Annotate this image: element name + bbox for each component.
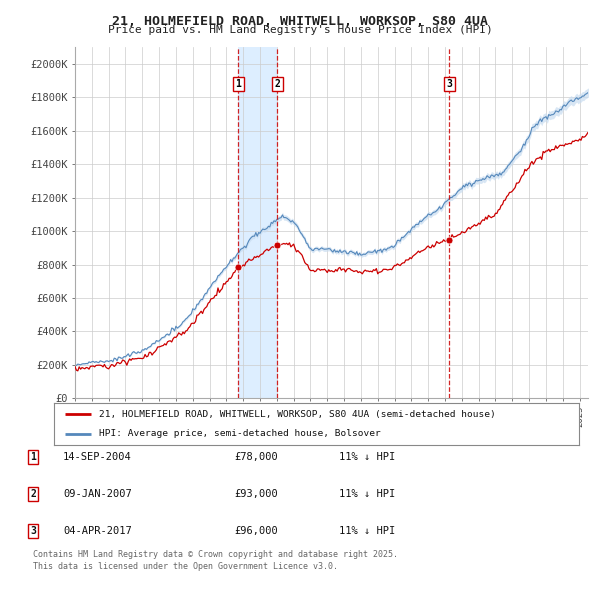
Text: £78,000: £78,000 [234,453,278,462]
Text: This data is licensed under the Open Government Licence v3.0.: This data is licensed under the Open Gov… [33,562,338,571]
Text: 09-JAN-2007: 09-JAN-2007 [63,489,132,499]
Text: 2: 2 [274,79,280,89]
Text: 04-APR-2017: 04-APR-2017 [63,526,132,536]
Text: 11% ↓ HPI: 11% ↓ HPI [339,526,395,536]
Text: 14-SEP-2004: 14-SEP-2004 [63,453,132,462]
Text: 11% ↓ HPI: 11% ↓ HPI [339,489,395,499]
Text: 1: 1 [235,79,241,89]
Text: 21, HOLMEFIELD ROAD, WHITWELL, WORKSOP, S80 4UA: 21, HOLMEFIELD ROAD, WHITWELL, WORKSOP, … [112,15,488,28]
Text: Price paid vs. HM Land Registry's House Price Index (HPI): Price paid vs. HM Land Registry's House … [107,25,493,35]
Text: 11% ↓ HPI: 11% ↓ HPI [339,453,395,462]
Text: HPI: Average price, semi-detached house, Bolsover: HPI: Average price, semi-detached house,… [98,430,380,438]
Bar [238,47,277,398]
Text: 3: 3 [30,526,36,536]
Text: 21, HOLMEFIELD ROAD, WHITWELL, WORKSOP, S80 4UA (semi-detached house): 21, HOLMEFIELD ROAD, WHITWELL, WORKSOP, … [98,410,496,419]
Text: £96,000: £96,000 [234,526,278,536]
Text: £93,000: £93,000 [234,489,278,499]
Text: 2: 2 [30,489,36,499]
Text: 3: 3 [446,79,452,89]
Text: Contains HM Land Registry data © Crown copyright and database right 2025.: Contains HM Land Registry data © Crown c… [33,550,398,559]
Text: 1: 1 [30,453,36,462]
